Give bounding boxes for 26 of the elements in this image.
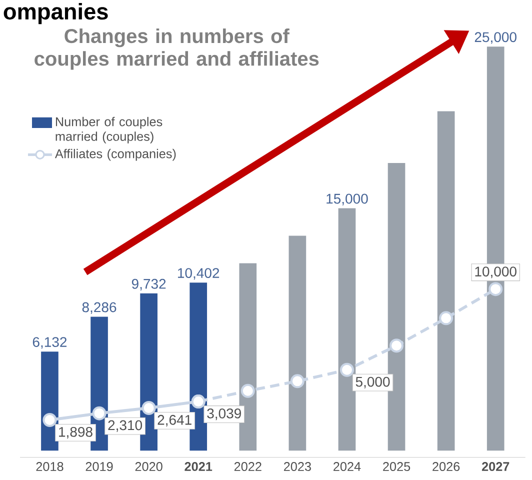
data-label: 2,310: [108, 420, 142, 432]
data-label: 3,039: [207, 408, 241, 420]
x-tick-label: 2019: [86, 462, 113, 472]
legend-label: Number of couples married (couples): [56, 116, 162, 144]
data-label: 2,641: [158, 414, 192, 426]
chart-title: Changes in numbers of couples married and affiliates: [34, 28, 319, 70]
data-label: 8,286: [82, 302, 116, 314]
x-tick-label: 2022: [234, 462, 262, 472]
data-label: 1,898: [59, 426, 92, 439]
x-tick-label: 2027: [482, 462, 510, 472]
data-label: 9,732: [132, 278, 166, 290]
x-tick-label: 2024: [334, 462, 361, 472]
data-label: 10,402: [178, 268, 220, 280]
x-tick-label: 2023: [284, 462, 311, 472]
x-tick-label: 2026: [432, 462, 460, 472]
legend-label: Affiliates (companies): [54, 148, 176, 161]
data-label: 6,132: [32, 337, 67, 349]
data-label: 5,000: [356, 376, 390, 388]
x-tick-label: 2018: [36, 462, 64, 472]
x-tick-label: 2025: [383, 462, 410, 472]
x-tick-label: 2020: [135, 462, 162, 472]
text: ompanies: [4, 2, 108, 24]
data-label: 25,000: [474, 32, 516, 44]
x-tick-label: 2021: [184, 462, 212, 472]
data-label: 15,000: [326, 194, 368, 206]
data-label: 10,000: [475, 266, 516, 278]
